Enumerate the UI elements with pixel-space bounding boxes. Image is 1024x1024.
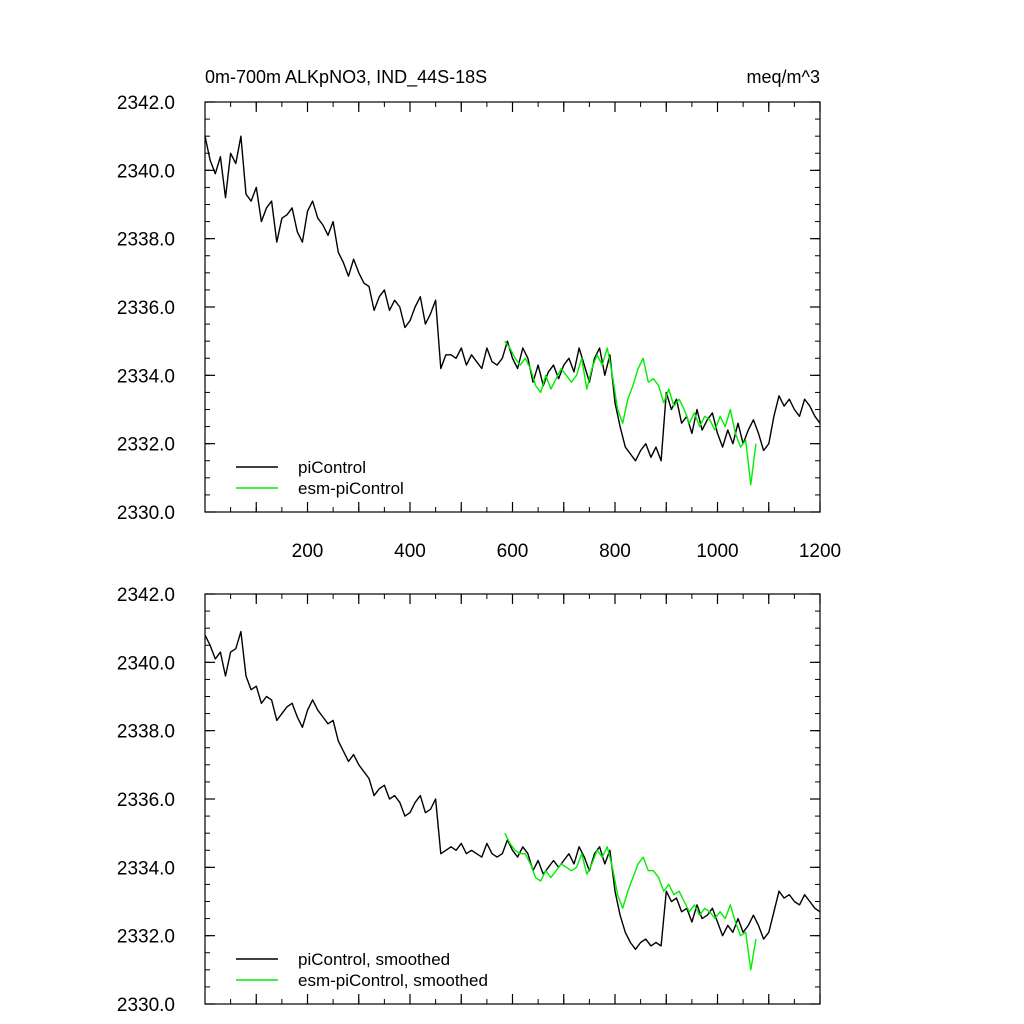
y-tick-label: 2332.0 — [117, 435, 175, 456]
y-tick-label: 2338.0 — [117, 230, 175, 251]
legend-label: piControl — [298, 458, 366, 477]
series-layer — [204, 630, 821, 971]
legend-label: piControl, smoothed — [298, 950, 450, 969]
y-tick-label: 2334.0 — [117, 366, 175, 387]
top-panel: 0m-700m ALKpNO3, IND_44S-18S meq/m^3 233… — [117, 67, 841, 562]
series-line-picontrol — [204, 630, 821, 950]
series-line-esm-picontrol — [504, 340, 757, 486]
series-layer — [204, 135, 821, 486]
legend: piControl esm-piControl — [236, 458, 404, 498]
units-label: meq/m^3 — [747, 67, 820, 87]
y-tick-label: 2332.0 — [117, 927, 175, 948]
y-tick-label: 2336.0 — [117, 790, 175, 811]
y-axis: 2330.0 2332.0 2334.0 2336.0 2338.0 2340.0 2342… — [117, 585, 820, 1016]
y-axis: 2330.0 2332.0 2334.0 2336.0 2338.0 2340.0 2342… — [117, 93, 820, 524]
x-tick-label: 1200 — [799, 541, 841, 562]
y-tick-label: 2334.0 — [117, 858, 175, 879]
x-tick-label: 600 — [497, 541, 529, 562]
x-tick-label: 400 — [394, 541, 426, 562]
y-tick-label: 2342.0 — [117, 585, 175, 606]
y-tick-label: 2330.0 — [117, 995, 175, 1016]
minor-ticks — [205, 102, 820, 512]
x-tick-label: 200 — [292, 541, 324, 562]
x-axis: 200 400 600 800 1000 1200 — [255, 102, 841, 562]
plot-frame — [204, 593, 821, 1005]
y-tick-label: 2342.0 — [117, 93, 175, 114]
x-tick-label: 1000 — [696, 541, 738, 562]
x-tick-label: 800 — [599, 541, 631, 562]
bottom-panel: 2330.0 2332.0 2334.0 2336.0 2338.0 2340.0 2342… — [117, 585, 821, 1016]
series-line-esm-picontrol — [504, 832, 757, 971]
legend: piControl, smoothed esm-piControl, smooth… — [236, 950, 488, 990]
y-tick-label: 2336.0 — [117, 298, 175, 319]
legend-label: esm-piControl, smoothed — [298, 971, 488, 990]
y-tick-label: 2340.0 — [117, 653, 175, 674]
plot-frame — [204, 101, 821, 513]
y-tick-label: 2330.0 — [117, 503, 175, 524]
panel-title: 0m-700m ALKpNO3, IND_44S-18S — [205, 67, 487, 88]
y-tick-label: 2338.0 — [117, 722, 175, 743]
series-line-picontrol — [204, 135, 821, 462]
legend-label: esm-piControl — [298, 479, 404, 498]
x-axis — [255, 594, 821, 1004]
y-tick-label: 2340.0 — [117, 161, 175, 182]
minor-ticks — [205, 594, 820, 1004]
